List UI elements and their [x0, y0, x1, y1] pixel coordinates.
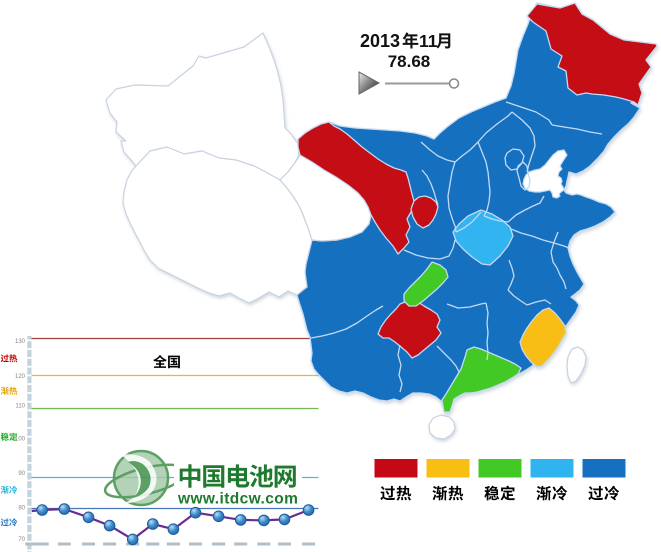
svg-text:100: 100	[15, 437, 26, 443]
svg-text:2013: 2013	[360, 31, 400, 51]
svg-text:78.68: 78.68	[388, 52, 431, 71]
svg-text:www.itdcw.com: www.itdcw.com	[177, 491, 298, 508]
svg-text:90: 90	[18, 471, 25, 477]
svg-text:11: 11	[419, 31, 438, 51]
svg-text:130: 130	[15, 339, 26, 345]
svg-text:80: 80	[18, 506, 25, 512]
svg-text:70: 70	[18, 537, 25, 543]
svg-text:110: 110	[15, 404, 25, 410]
svg-text:120: 120	[15, 374, 26, 380]
